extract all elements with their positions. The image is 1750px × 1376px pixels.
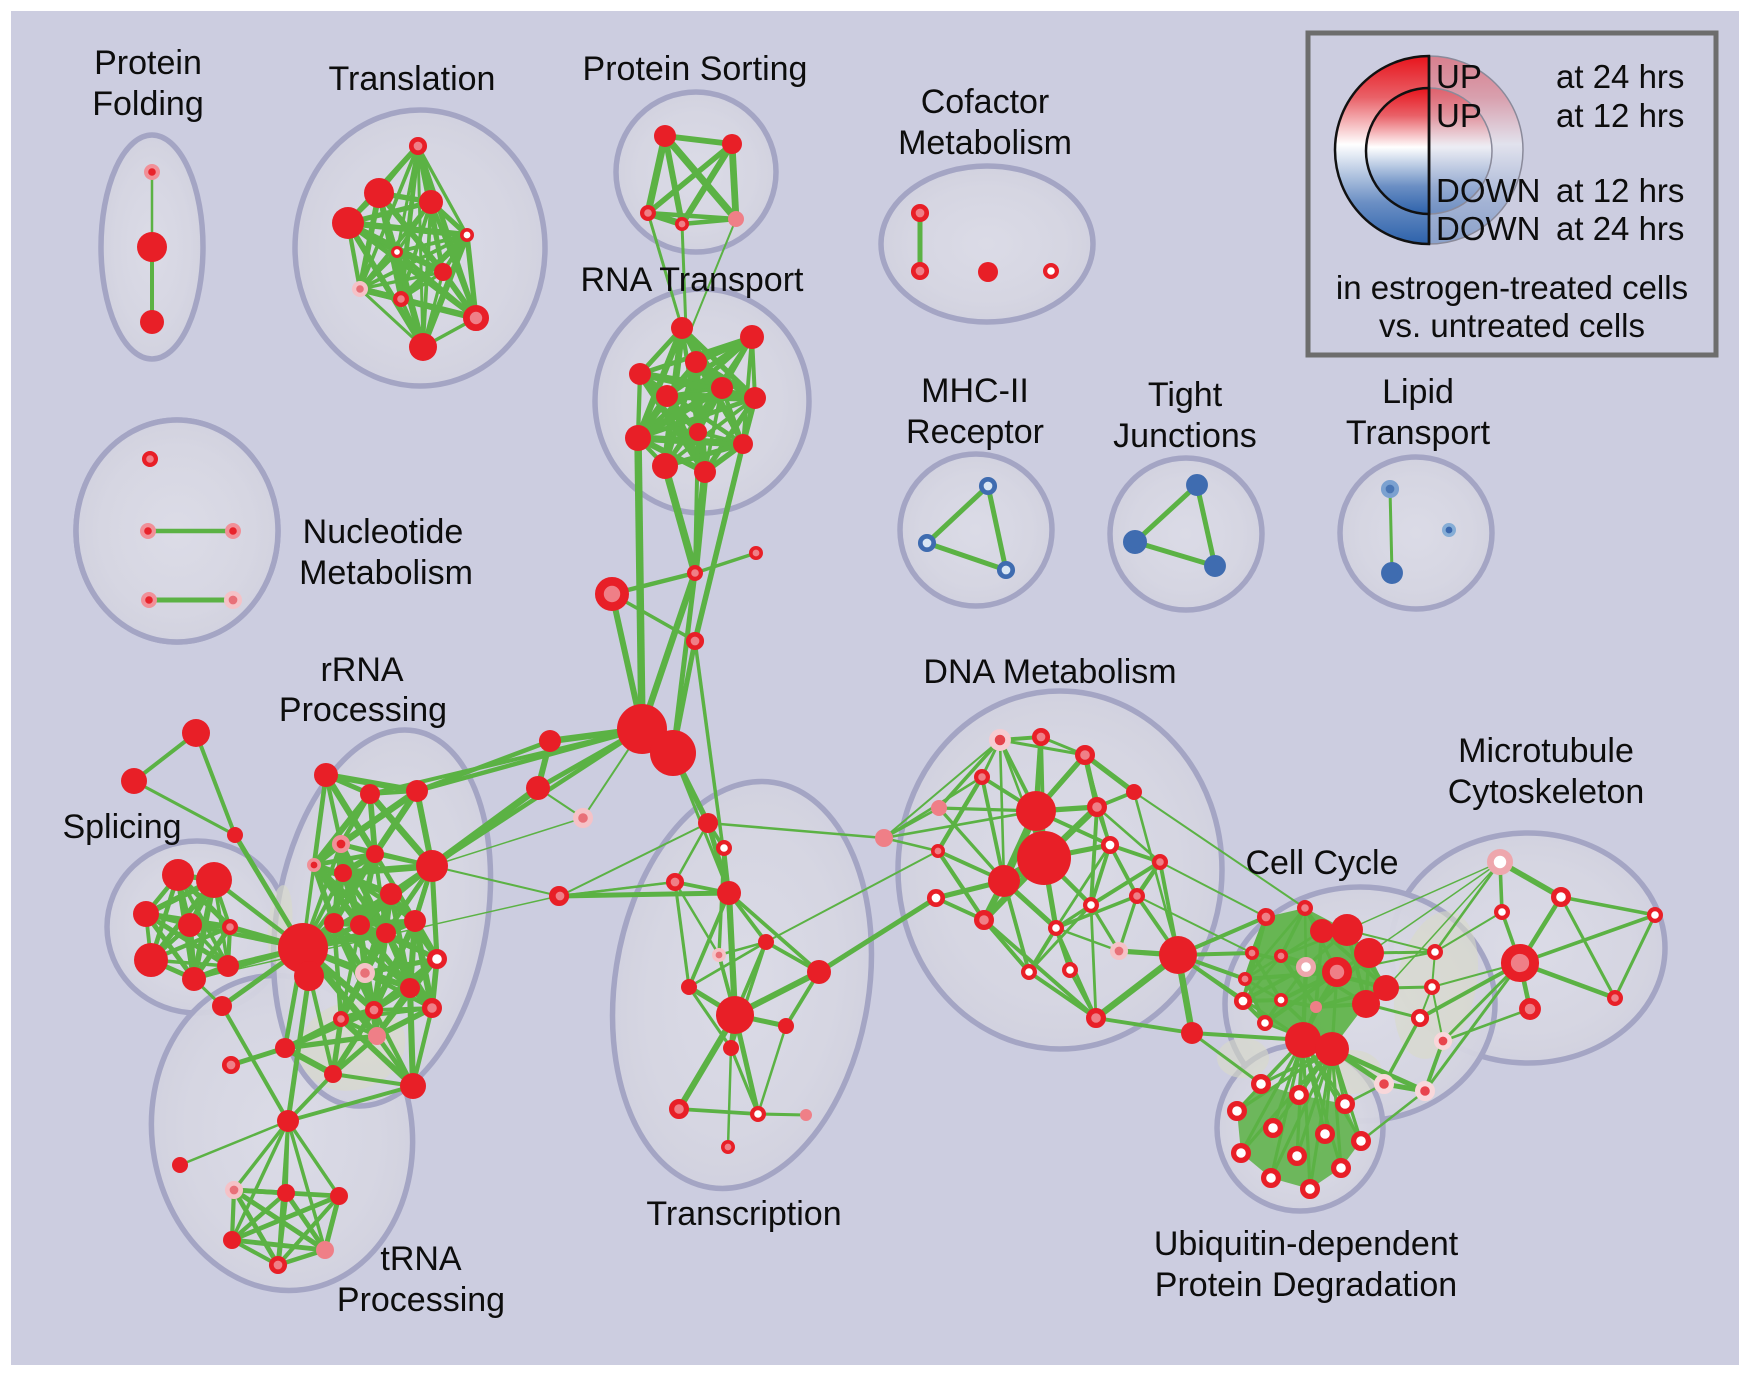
svg-text:Microtubule: Microtubule <box>1458 732 1634 770</box>
svg-text:at 24 hrs: at 24 hrs <box>1556 210 1684 247</box>
svg-text:Cytoskeleton: Cytoskeleton <box>1448 773 1645 811</box>
svg-text:at 24 hrs: at 24 hrs <box>1556 58 1684 95</box>
svg-text:Tight: Tight <box>1148 376 1223 414</box>
svg-text:Receptor: Receptor <box>906 413 1044 451</box>
svg-text:Metabolism: Metabolism <box>299 554 473 592</box>
svg-text:Processing: Processing <box>279 691 447 729</box>
svg-text:UP: UP <box>1436 97 1482 134</box>
svg-text:rRNA: rRNA <box>320 651 403 689</box>
svg-text:in estrogen-treated cells: in estrogen-treated cells <box>1336 269 1688 306</box>
svg-text:MHC-II: MHC-II <box>921 372 1029 410</box>
svg-text:DOWN: DOWN <box>1436 210 1540 247</box>
svg-text:Transport: Transport <box>1346 414 1491 452</box>
svg-text:RNA Transport: RNA Transport <box>581 261 805 299</box>
svg-text:Metabolism: Metabolism <box>898 124 1072 162</box>
svg-text:Cell Cycle: Cell Cycle <box>1245 844 1398 882</box>
svg-text:UP: UP <box>1436 58 1482 95</box>
svg-text:tRNA: tRNA <box>380 1240 462 1278</box>
svg-text:vs. untreated cells: vs. untreated cells <box>1379 307 1645 344</box>
svg-text:Splicing: Splicing <box>62 808 181 846</box>
svg-text:Protein Degradation: Protein Degradation <box>1155 1266 1457 1304</box>
svg-text:Cofactor: Cofactor <box>921 83 1050 121</box>
svg-text:Protein Sorting: Protein Sorting <box>583 50 808 88</box>
svg-text:Ubiquitin-dependent: Ubiquitin-dependent <box>1154 1225 1459 1263</box>
svg-text:Protein: Protein <box>94 44 202 82</box>
svg-text:Transcription: Transcription <box>646 1195 841 1233</box>
svg-text:Lipid: Lipid <box>1382 373 1454 411</box>
svg-text:at 12 hrs: at 12 hrs <box>1556 172 1684 209</box>
svg-text:Nucleotide: Nucleotide <box>303 513 464 551</box>
svg-text:Junctions: Junctions <box>1113 417 1257 455</box>
svg-text:Folding: Folding <box>92 85 204 123</box>
svg-text:Translation: Translation <box>329 60 496 98</box>
svg-text:at 12 hrs: at 12 hrs <box>1556 97 1684 134</box>
svg-text:Processing: Processing <box>337 1281 505 1319</box>
svg-text:DNA Metabolism: DNA Metabolism <box>923 653 1176 691</box>
svg-text:DOWN: DOWN <box>1436 172 1540 209</box>
